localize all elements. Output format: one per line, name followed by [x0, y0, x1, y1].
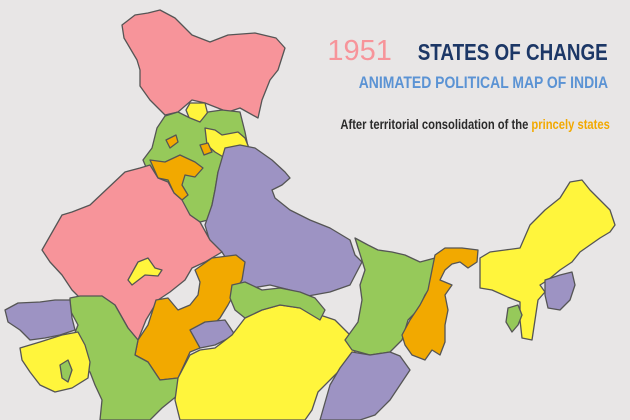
- region-west-bengal: [401, 247, 479, 361]
- region-pepsu-2: [165, 134, 179, 149]
- caption: After territorial consolidation of the p…: [341, 116, 610, 132]
- year-label: 1951: [327, 35, 392, 67]
- region-manipur: [544, 271, 576, 311]
- region-tripura: [505, 304, 523, 333]
- title-block: 1951 STATES OF CHANGE ANIMATED POLITICAL…: [304, 36, 608, 93]
- region-madhya-pradesh: [174, 304, 356, 420]
- region-saurashtra-green: [59, 359, 73, 383]
- title-line: 1951 STATES OF CHANGE: [304, 36, 608, 71]
- region-ajmer: [127, 257, 163, 286]
- region-jammu-kashmir: [121, 9, 286, 119]
- region-pepsu-3: [199, 142, 213, 156]
- region-saurashtra: [19, 331, 91, 393]
- headline: STATES OF CHANGE: [417, 39, 608, 65]
- region-vindhya-pradesh: [229, 281, 326, 321]
- caption-highlight: princely states: [531, 116, 610, 132]
- region-kutch: [4, 299, 76, 341]
- region-assam: [479, 179, 616, 341]
- caption-text: After territorial consolidation of the: [340, 116, 532, 132]
- subtitle: ANIMATED POLITICAL MAP OF INDIA: [358, 73, 608, 92]
- region-orissa: [319, 351, 411, 420]
- region-pepsu: [149, 154, 204, 201]
